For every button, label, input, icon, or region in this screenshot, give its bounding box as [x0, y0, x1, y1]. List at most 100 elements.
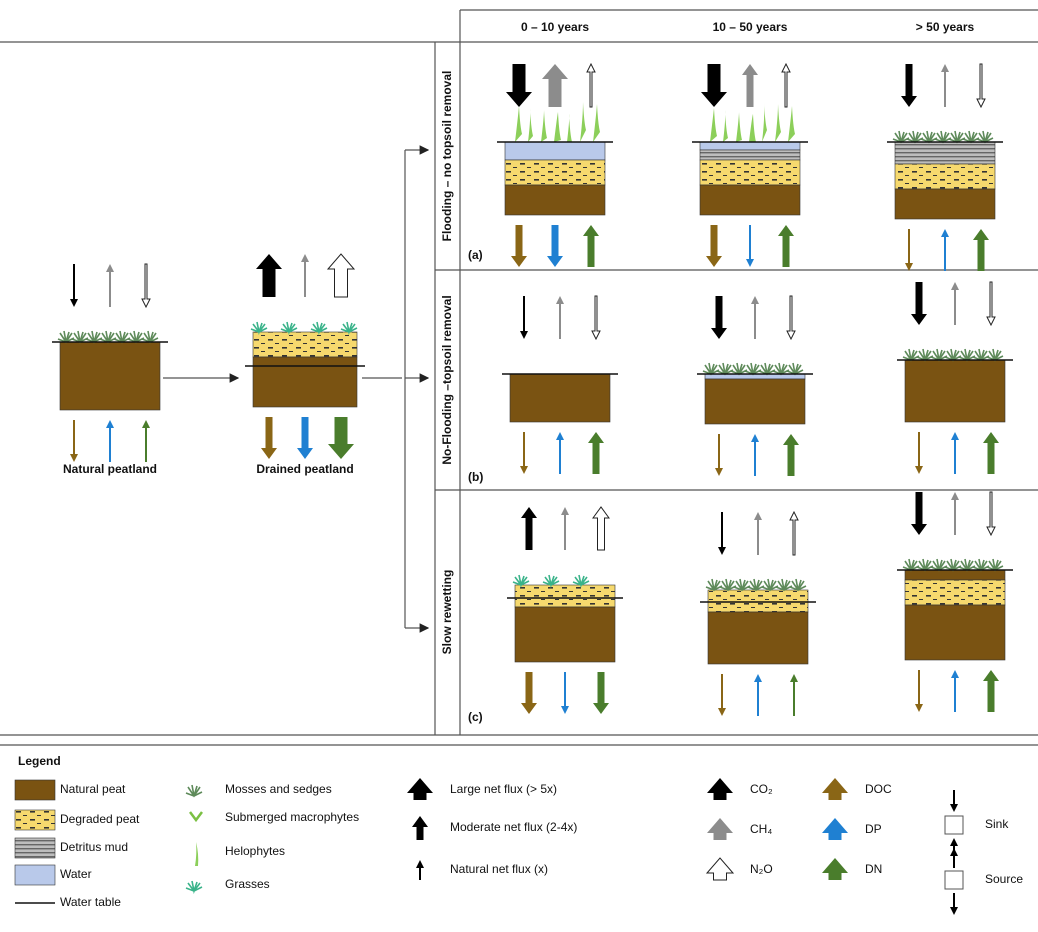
flux-arrow	[983, 670, 999, 712]
soil-layer	[509, 373, 611, 423]
flux-arrow	[789, 510, 799, 556]
flux-arrow	[718, 674, 726, 716]
moss	[958, 348, 976, 362]
flux-arrow	[718, 512, 726, 555]
flux-arrow	[520, 432, 528, 474]
helophyte	[723, 110, 728, 142]
flux-arrow	[742, 64, 758, 107]
flux-arrow	[256, 254, 282, 297]
moss	[958, 558, 976, 572]
legend-label: CH₄	[750, 822, 772, 836]
moss	[141, 330, 159, 344]
moss	[944, 348, 962, 362]
legend-label: Helophytes	[225, 844, 285, 858]
legend-icon	[944, 870, 964, 890]
moss	[719, 578, 737, 592]
flux-arrow	[951, 432, 959, 474]
helophyte	[528, 108, 533, 142]
soil-layer	[504, 184, 606, 216]
soil-layer	[699, 149, 801, 161]
moss	[705, 578, 723, 592]
moss	[972, 348, 990, 362]
soil-layer	[504, 141, 606, 161]
soil-layer	[904, 359, 1006, 423]
moss	[71, 330, 89, 344]
moss	[944, 558, 962, 572]
grass	[250, 321, 268, 336]
flux-arrow	[951, 492, 959, 535]
flux-arrow	[707, 818, 733, 840]
flux-arrow	[976, 63, 986, 109]
flux-arrow	[705, 857, 735, 881]
flux-arrow	[822, 818, 848, 840]
legend-label: Detritus mud	[60, 840, 128, 854]
column-header: > 50 years	[916, 20, 975, 34]
flux-arrow	[822, 858, 848, 880]
flux-arrow	[715, 434, 723, 476]
grass	[542, 574, 560, 589]
legend-swatch	[14, 779, 56, 801]
moss	[986, 558, 1004, 572]
legend-label: Large net flux (> 5x)	[450, 782, 557, 796]
grass	[572, 574, 590, 589]
flux-arrow	[783, 434, 799, 476]
flux-arrow	[407, 778, 433, 800]
legend-label: Degraded peat	[60, 812, 140, 826]
flux-arrow	[542, 64, 568, 107]
flux-arrow	[986, 281, 996, 327]
soil-layer	[707, 611, 809, 665]
flux-arrow	[556, 432, 564, 474]
flux-arrow	[711, 296, 727, 339]
moss	[902, 558, 920, 572]
helophyte	[736, 112, 742, 142]
moss	[920, 130, 938, 144]
flux-arrow	[951, 670, 959, 712]
moss	[962, 130, 980, 144]
moss	[744, 362, 762, 376]
legend-label: DOC	[865, 782, 892, 796]
legend-label: DP	[865, 822, 882, 836]
helophyte	[710, 108, 717, 142]
flux-arrow	[70, 264, 78, 307]
flux-arrow	[520, 296, 528, 339]
soil-layer	[514, 584, 616, 608]
grass	[340, 321, 358, 336]
moss	[99, 330, 117, 344]
flux-arrow	[754, 512, 762, 555]
grass	[310, 321, 328, 336]
flux-arrow	[301, 254, 309, 297]
helophyte	[593, 104, 600, 142]
soil-layer	[514, 606, 616, 663]
moss	[113, 330, 131, 344]
flux-arrow	[416, 860, 424, 880]
row-label: Flooding – no topsoil removal	[440, 71, 454, 242]
flux-arrow	[588, 432, 604, 474]
flux-arrow	[561, 507, 569, 550]
flux-arrow	[706, 225, 722, 267]
moss	[747, 578, 765, 592]
flux-arrow	[911, 492, 927, 535]
soil-layer	[894, 141, 996, 165]
soil-layer	[699, 141, 801, 151]
panel-letter: (b)	[468, 470, 483, 484]
flux-arrow	[297, 417, 313, 459]
helophyte	[554, 112, 561, 142]
soil-layer	[252, 356, 358, 408]
moss	[976, 130, 994, 144]
flux-arrow	[593, 672, 609, 714]
flux-arrow	[106, 264, 114, 307]
flux-arrow	[261, 417, 277, 459]
soil-layer	[904, 569, 1006, 581]
flux-arrow	[591, 295, 601, 341]
soil-layer	[504, 159, 606, 186]
column-header: 0 – 10 years	[521, 20, 589, 34]
moss	[716, 362, 734, 376]
moss	[786, 362, 804, 376]
helophyte	[762, 102, 767, 142]
flux-arrow	[822, 778, 848, 800]
flux-arrow	[911, 282, 927, 325]
moss	[916, 348, 934, 362]
legend-label: Moderate net flux (2-4x)	[450, 820, 577, 834]
moss	[948, 130, 966, 144]
legend-label: CO₂	[750, 782, 773, 796]
